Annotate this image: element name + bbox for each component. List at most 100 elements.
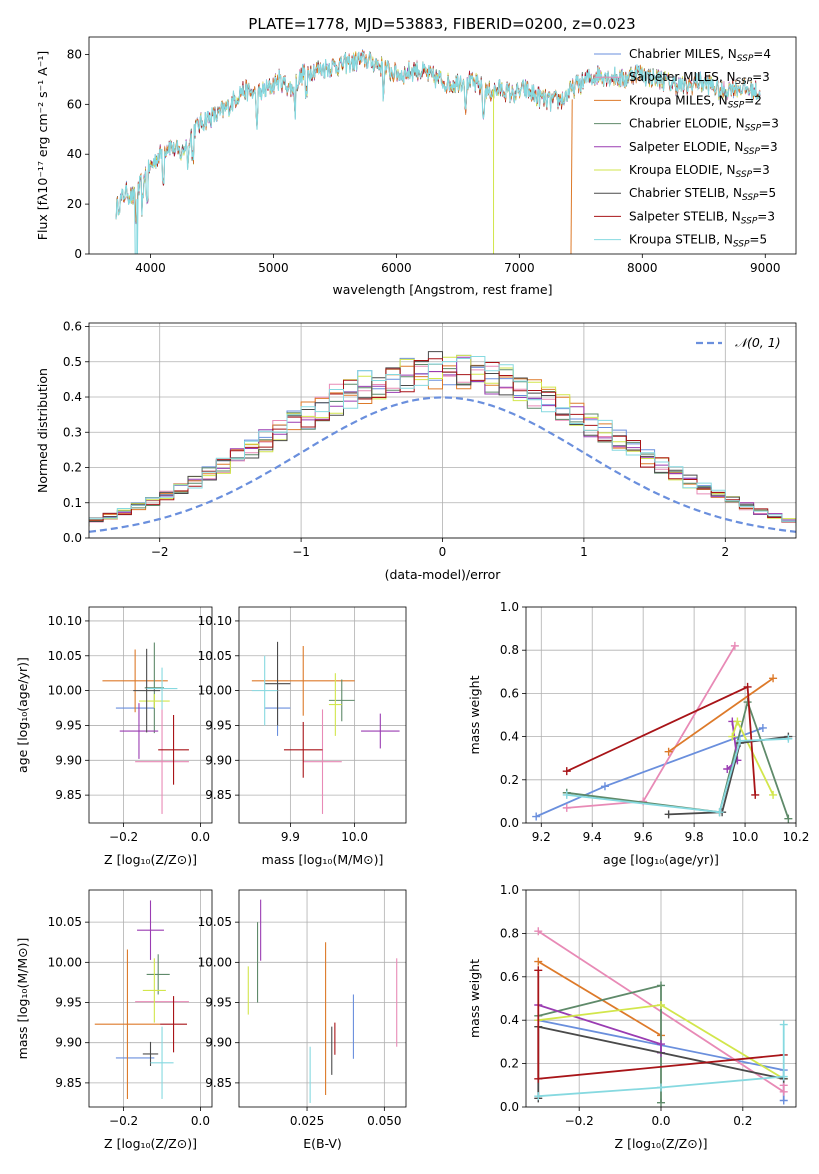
mass-weight-vs-Z-ytick-label: 0.8: [500, 926, 519, 940]
age-vs-mass-ytick-label: 9.90: [205, 753, 232, 767]
age-vs-Z-ytick-label: 9.90: [55, 753, 82, 767]
age-vs-mass-xlabel: mass [log₁₀(M/M⊙)]: [262, 852, 384, 867]
mass-weight-vs-Z-ytick-label: 0.4: [500, 1013, 519, 1027]
mass-vs-Z-ytick-label: 10.05: [48, 915, 82, 929]
mass-weight-vs-Z-marker: [534, 1074, 543, 1083]
spectrum-xtick-label: 7000: [504, 261, 535, 275]
mass-vs-Z-point-7: [160, 996, 188, 1053]
mass-weight-vs-age-marker: [532, 812, 541, 821]
residuals-ytick-label: 0.4: [63, 390, 82, 404]
residuals-xtick-label: −2: [151, 545, 169, 559]
spectrum-xtick-label: 6000: [381, 261, 412, 275]
legend-label-4: Salpeter ELODIE, NSSP=3: [629, 140, 778, 157]
mass-weight-vs-Z-marker: [657, 1040, 665, 1049]
mass-weight-vs-age-marker: [769, 790, 778, 799]
mass-weight-vs-age-series-1: [562, 641, 739, 812]
mass-weight-vs-Z-xtick-label: 0.0: [651, 1114, 670, 1128]
mass-weight-vs-Z-series-8: [534, 1020, 788, 1101]
mass-weight-vs-age-xtick-label: 10.2: [783, 830, 810, 844]
age-vs-mass-ytick-label: 10.05: [198, 649, 232, 663]
mass-weight-vs-age-xtick-label: 9.2: [532, 830, 551, 844]
mass-vs-ebv-grid: [239, 890, 406, 1107]
mass-weight-vs-age-marker: [664, 747, 673, 756]
mass-vs-ebv-ytick-label: 9.95: [205, 996, 232, 1010]
residuals-ytick-label: 0.3: [63, 425, 82, 439]
age-vs-Z-point-7: [158, 715, 189, 785]
age-vs-mass-point-4: [361, 713, 400, 749]
mass-vs-ebv-xtick-label: 0.050: [367, 1114, 401, 1128]
mass-vs-ebv-xtick-label: 0.025: [290, 1114, 324, 1128]
mass-weight-vs-age-marker: [784, 734, 793, 743]
legend-label-6: Chabrier STELIB, NSSP=5: [629, 186, 776, 203]
mass-weight-vs-Z-line: [538, 984, 662, 1103]
legend-label-0: Chabrier MILES, NSSP=4: [629, 47, 771, 64]
mass-weight-vs-age-marker: [562, 803, 571, 812]
mass-weight-vs-Z-ylabel: mass weight: [467, 959, 482, 1038]
panel-mass-weight-vs-Z: −0.2 0.0 0.2 0.0 0.2 0.4 0.6 0.8 1.0 Z [log₁₀(Z/Z…: [467, 883, 797, 1151]
age-vs-mass-xtick-label: 9.9: [281, 830, 300, 844]
mass-vs-Z-ytick-label: 9.90: [55, 1036, 82, 1050]
age-vs-Z-xlabel: Z [log₁₀(Z/Z⊙)]: [104, 852, 197, 867]
age-vs-Z-ytick-label: 10.10: [48, 614, 82, 628]
mass-vs-Z-grid: [89, 890, 212, 1107]
mass-weight-vs-Z-marker: [534, 966, 543, 975]
age-vs-mass-point-3: [328, 679, 355, 722]
mass-vs-Z-ytick-label: 9.95: [55, 996, 82, 1010]
age-vs-mass-ytick-label: 10.10: [198, 614, 232, 628]
mass-weight-vs-age-ytick-label: 0.2: [500, 773, 519, 787]
panel-age-vs-mass: 9.9 10.0 9.85 9.90 9.95 10.00 10.05 10.10 mass […: [198, 606, 407, 867]
mass-vs-Z-ytick-label: 9.85: [55, 1076, 82, 1090]
mass-weight-vs-age-marker: [735, 736, 744, 745]
mass-weight-vs-Z-line: [537, 960, 662, 1037]
mass-weight-vs-age-xtick-label: 10.0: [732, 830, 759, 844]
legend-label-7: Salpeter STELIB, NSSP=3: [629, 209, 775, 226]
residuals-ylabel: Normed distribution: [35, 368, 50, 493]
mass-weight-vs-Z-xtick-label: 0.2: [733, 1114, 752, 1128]
residuals-xlabel: (data-model)/error: [385, 567, 502, 582]
residuals-plot-area: [89, 351, 796, 533]
mass-vs-Z-xtick-label: 0.0: [191, 1114, 210, 1128]
spectrum-ytick-label: 40: [67, 147, 82, 161]
residuals-xtick-label: 1: [580, 545, 588, 559]
mass-weight-vs-age-xlabel: age [log₁₀(age/yr)]: [603, 852, 719, 867]
panel-spectrum: 4000 5000 6000 7000 8000 9000 0 20 40 60 80 wavelen…: [35, 36, 797, 297]
panel-mass-weight-vs-age: 9.2 9.4 9.6 9.8 10.0 10.2 0.0 0.2 0.4 0.6 0.8 1.0 ag…: [467, 600, 809, 867]
legend-label-2: Kroupa MILES, NSSP=2: [629, 93, 762, 110]
age-vs-Z-ytick-label: 9.95: [55, 718, 82, 732]
spectrum-xlabel: wavelength [Angstrom, rest frame]: [332, 282, 552, 297]
mass-vs-ebv-ytick-label: 10.05: [198, 915, 232, 929]
mass-weight-vs-age-marker: [751, 790, 760, 799]
mass-weight-vs-Z-marker: [779, 1020, 788, 1029]
age-vs-Z-point-1: [135, 709, 189, 814]
mass-vs-Z-point-6: [142, 1041, 159, 1067]
age-vs-Z-point-6: [133, 648, 161, 733]
mass-vs-ebv-ytick-label: 9.85: [205, 1076, 232, 1090]
residuals-xtick-label: 2: [721, 545, 729, 559]
mass-vs-ebv-xlabel: E(B-V): [303, 1136, 342, 1151]
mass-weight-vs-Z-marker: [657, 1083, 665, 1092]
residuals-ytick-label: 0.2: [63, 461, 82, 475]
mass-vs-Z-point-8: [150, 1026, 174, 1099]
mass-weight-vs-Z-line: [538, 1024, 785, 1098]
mass-weight-vs-Z-xlabel: Z [log₁₀(Z/Z⊙)]: [615, 1136, 708, 1151]
age-vs-Z-point-4: [119, 703, 159, 759]
legend-label-5: Kroupa ELODIE, NSSP=3: [629, 163, 770, 180]
spectrum-plot-area: [115, 49, 761, 254]
mass-vs-Z-point-5: [142, 958, 166, 1023]
age-vs-Z-grid: [89, 607, 212, 823]
mass-weight-vs-age-ytick-label: 0.8: [500, 643, 519, 657]
mass-weight-vs-Z-marker: [657, 981, 665, 990]
mass-weight-vs-age-marker: [562, 767, 571, 776]
legend-label-1: Salpeter MILES, NSSP=3: [629, 70, 770, 87]
mass-weight-vs-age-series-5: [728, 717, 778, 799]
mass-weight-vs-age-marker: [723, 765, 732, 773]
mass-weight-vs-age-ylabel: mass weight: [467, 675, 482, 754]
mass-weight-vs-age-marker: [758, 723, 767, 732]
mass-vs-Z-xlabel: Z [log₁₀(Z/Z⊙)]: [104, 1136, 197, 1151]
age-vs-mass-point-1: [303, 709, 342, 814]
spectrum-dropout: [570, 99, 573, 254]
legend-label-8: Kroupa STELIB, NSSP=5: [629, 233, 767, 250]
mass-vs-Z-ytick-label: 10.00: [48, 955, 82, 969]
